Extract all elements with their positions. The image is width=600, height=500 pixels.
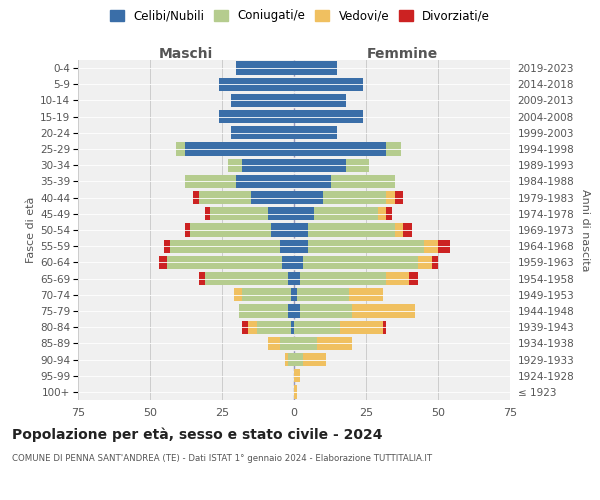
Bar <box>219 110 294 124</box>
Bar <box>340 320 383 334</box>
Bar <box>288 353 294 366</box>
Bar <box>286 353 288 366</box>
Bar <box>294 304 300 318</box>
Bar <box>185 142 294 156</box>
Bar <box>294 336 317 350</box>
Bar <box>386 142 401 156</box>
Text: Popolazione per età, sesso e stato civile - 2024: Popolazione per età, sesso e stato civil… <box>12 428 383 442</box>
Bar <box>230 126 294 140</box>
Bar <box>248 320 257 334</box>
Bar <box>409 272 418 285</box>
Bar <box>268 336 280 350</box>
Bar <box>219 78 294 91</box>
Bar <box>395 191 403 204</box>
Bar <box>302 256 418 269</box>
Bar <box>294 207 314 220</box>
Bar <box>294 142 386 156</box>
Bar <box>294 158 346 172</box>
Bar <box>271 224 294 236</box>
Bar <box>288 304 294 318</box>
Bar <box>283 256 294 269</box>
Bar <box>294 224 308 236</box>
Bar <box>164 240 170 253</box>
Bar <box>199 191 251 204</box>
Bar <box>294 62 337 74</box>
Bar <box>438 240 449 253</box>
Bar <box>308 240 424 253</box>
Y-axis label: Fasce di età: Fasce di età <box>26 197 36 263</box>
Bar <box>395 224 403 236</box>
Bar <box>257 320 291 334</box>
Bar <box>242 320 248 334</box>
Bar <box>294 240 308 253</box>
Bar <box>323 191 386 204</box>
Bar <box>308 224 395 236</box>
Bar <box>300 272 386 285</box>
Bar <box>383 320 386 334</box>
Bar <box>268 207 294 220</box>
Bar <box>294 272 300 285</box>
Text: Maschi: Maschi <box>159 47 213 61</box>
Bar <box>291 320 294 334</box>
Text: Femmine: Femmine <box>367 47 437 61</box>
Bar <box>331 175 395 188</box>
Bar <box>294 126 337 140</box>
Bar <box>291 288 294 302</box>
Bar <box>297 288 349 302</box>
Bar <box>185 224 190 236</box>
Bar <box>176 142 185 156</box>
Bar <box>236 175 294 188</box>
Bar <box>211 207 268 220</box>
Bar <box>158 256 167 269</box>
Bar <box>294 175 331 188</box>
Bar <box>199 272 205 285</box>
Bar <box>239 304 288 318</box>
Bar <box>233 288 242 302</box>
Bar <box>418 256 432 269</box>
Bar <box>190 224 271 236</box>
Bar <box>386 191 395 204</box>
Bar <box>185 175 236 188</box>
Bar <box>205 272 288 285</box>
Bar <box>424 240 438 253</box>
Bar <box>294 386 297 398</box>
Bar <box>280 336 294 350</box>
Bar <box>242 158 294 172</box>
Bar <box>193 191 199 204</box>
Bar <box>170 240 280 253</box>
Bar <box>403 224 412 236</box>
Bar <box>230 94 294 107</box>
Bar <box>242 288 291 302</box>
Bar <box>349 288 383 302</box>
Bar <box>228 158 242 172</box>
Bar <box>294 110 363 124</box>
Bar <box>386 272 409 285</box>
Bar <box>314 207 377 220</box>
Bar <box>205 207 211 220</box>
Bar <box>386 207 392 220</box>
Bar <box>288 272 294 285</box>
Bar <box>167 256 283 269</box>
Bar <box>294 369 300 382</box>
Bar <box>317 336 352 350</box>
Bar <box>377 207 386 220</box>
Bar <box>251 191 294 204</box>
Y-axis label: Anni di nascita: Anni di nascita <box>580 188 590 271</box>
Text: COMUNE DI PENNA SANT'ANDREA (TE) - Dati ISTAT 1° gennaio 2024 - Elaborazione TUT: COMUNE DI PENNA SANT'ANDREA (TE) - Dati … <box>12 454 432 463</box>
Bar <box>294 353 302 366</box>
Bar <box>346 158 369 172</box>
Bar <box>294 94 346 107</box>
Bar <box>352 304 415 318</box>
Bar <box>300 304 352 318</box>
Bar <box>432 256 438 269</box>
Bar <box>294 191 323 204</box>
Bar <box>280 240 294 253</box>
Bar <box>302 353 326 366</box>
Bar <box>294 78 363 91</box>
Legend: Celibi/Nubili, Coniugati/e, Vedovi/e, Divorziati/e: Celibi/Nubili, Coniugati/e, Vedovi/e, Di… <box>106 6 494 26</box>
Bar <box>294 256 302 269</box>
Bar <box>236 62 294 74</box>
Bar <box>294 288 297 302</box>
Bar <box>294 320 340 334</box>
